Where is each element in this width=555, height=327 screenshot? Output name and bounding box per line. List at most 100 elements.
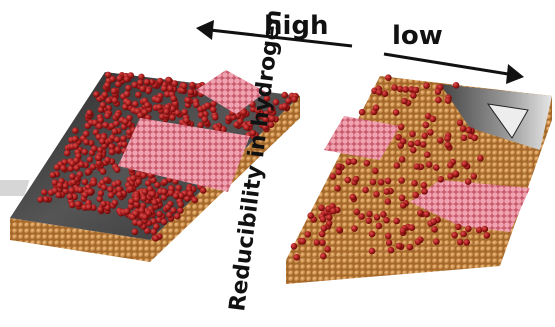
oxygen-atom xyxy=(115,81,122,88)
oxygen-atom xyxy=(465,225,472,233)
oxygen-atom xyxy=(254,107,262,114)
oxygen-atom xyxy=(156,77,164,85)
oxygen-atom xyxy=(83,138,90,146)
oxygen-atom xyxy=(376,89,383,96)
oxygen-atom xyxy=(398,177,406,184)
oxygen-atom xyxy=(381,90,389,97)
oxygen-atom xyxy=(377,179,385,186)
oxygen-atom xyxy=(398,194,406,202)
oxygen-atom xyxy=(319,239,326,246)
oxygen-atom xyxy=(349,193,357,201)
oxygen-atom xyxy=(421,132,429,140)
oxygen-atom xyxy=(199,187,207,194)
oxygen-atom xyxy=(82,130,90,137)
oxygen-atom xyxy=(345,158,353,166)
oxygen-atom xyxy=(420,182,428,189)
oxygen-atom xyxy=(400,202,407,209)
oxygen-atom xyxy=(167,85,174,92)
oxygen-atom xyxy=(398,156,406,163)
oxygen-atom xyxy=(132,100,139,108)
oxygen-atom xyxy=(141,213,149,221)
oxygen-atom xyxy=(326,214,333,221)
oxygen-atom xyxy=(152,234,160,242)
oxygen-atom xyxy=(96,195,104,203)
oxygen-atom xyxy=(164,90,171,98)
oxygen-atom xyxy=(167,189,175,197)
oxygen-atom xyxy=(102,121,109,129)
oxygen-atom xyxy=(413,163,421,170)
oxygen-atom xyxy=(263,95,271,102)
oxygen-atom xyxy=(81,178,89,186)
oxygen-atom xyxy=(156,210,163,218)
oxygen-atom xyxy=(141,108,149,116)
oxygen-atom xyxy=(395,134,402,141)
oxygen-atom xyxy=(401,97,408,105)
oxygen-atom xyxy=(236,118,244,125)
oxygen-atom xyxy=(150,176,157,184)
oxygen-atom xyxy=(149,190,156,198)
oxygen-atom xyxy=(68,187,75,194)
oxygen-atom xyxy=(160,218,168,226)
oxygen-atom xyxy=(95,159,103,167)
oxygen-atom xyxy=(397,123,405,131)
oxygen-atom xyxy=(138,207,145,214)
oxygen-atom xyxy=(89,163,97,171)
oxygen-atom xyxy=(123,90,131,98)
oxygen-atom xyxy=(133,201,141,208)
oxygen-atom xyxy=(127,185,134,193)
oxygen-atom xyxy=(154,96,162,104)
oxygen-atom xyxy=(103,176,110,184)
oxygen-atom xyxy=(350,158,358,165)
oxygen-atom xyxy=(193,101,200,109)
oxygen-atom xyxy=(135,170,142,178)
oxygen-atom xyxy=(225,114,232,122)
oxygen-atom xyxy=(427,129,434,136)
oxygen-atom xyxy=(86,156,94,163)
oxygen-atom xyxy=(197,121,204,129)
oxygen-atom xyxy=(77,186,84,194)
oxygen-atom xyxy=(72,142,80,150)
oxygen-atom xyxy=(181,82,188,90)
oxygen-atom xyxy=(483,232,491,239)
oxygen-atom xyxy=(53,164,61,171)
oxygen-atom xyxy=(169,105,176,113)
oxygen-atom xyxy=(335,168,343,176)
oxygen-atom xyxy=(422,121,430,129)
oxygen-atom xyxy=(406,243,414,251)
oxygen-atom xyxy=(267,106,275,114)
oxygen-atom xyxy=(183,117,190,124)
oxygen-atom xyxy=(66,193,74,200)
oxygen-atom xyxy=(165,77,173,84)
oxygen-atom xyxy=(81,191,89,199)
oxygen-atom xyxy=(131,228,139,236)
oxygen-atom xyxy=(395,242,403,250)
oxygen-atom xyxy=(90,179,98,187)
oxygen-atom xyxy=(37,196,44,203)
oxygen-atom xyxy=(210,106,217,113)
oxygen-atom xyxy=(111,128,119,135)
oxygen-atom xyxy=(184,97,192,104)
oxygen-atom xyxy=(137,79,144,86)
oxygen-atom xyxy=(409,130,416,138)
oxygen-atom xyxy=(174,213,181,220)
oxygen-atom xyxy=(164,204,172,211)
oxygen-atom xyxy=(220,126,227,133)
oxygen-atom xyxy=(87,188,94,195)
oxygen-atom xyxy=(140,195,148,202)
oxygen-atom xyxy=(262,115,270,123)
oxygen-atom xyxy=(353,208,361,216)
oxygen-atom xyxy=(110,87,118,95)
oxygen-atom xyxy=(393,217,401,225)
oxygen-atom xyxy=(160,85,168,92)
oxygen-atom xyxy=(163,108,170,115)
oxygen-atom xyxy=(177,201,184,208)
oxygen-atom xyxy=(177,192,185,200)
oxygen-atom xyxy=(144,227,151,235)
oxygen-atom xyxy=(267,121,275,128)
oxygen-atom xyxy=(375,222,383,230)
oxygen-atom xyxy=(84,122,91,130)
oxygen-atom xyxy=(139,85,147,92)
oxygen-atom xyxy=(104,71,112,79)
oxygen-atom xyxy=(373,214,381,221)
